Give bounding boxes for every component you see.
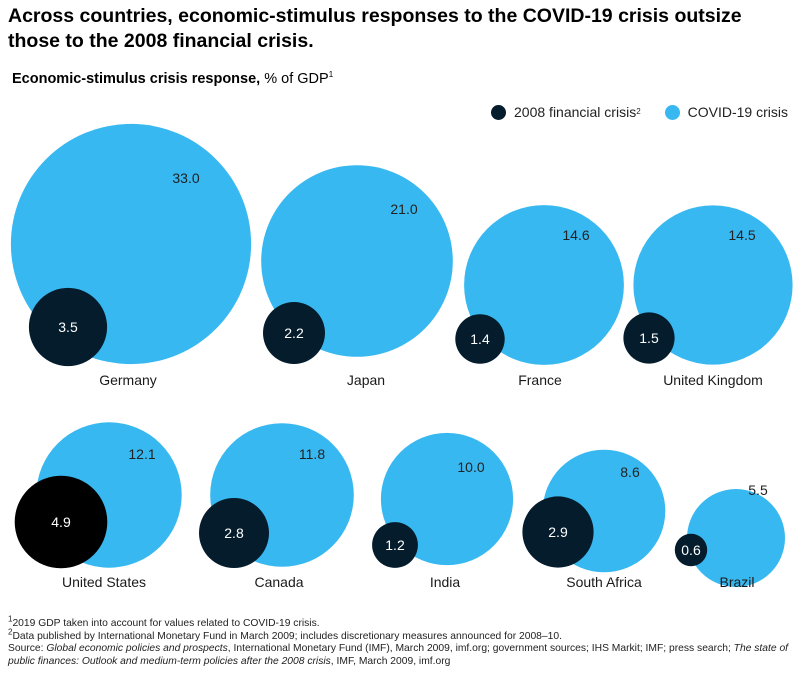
financial-bubble-south-africa xyxy=(522,496,594,568)
category-label-canada: Canada xyxy=(254,574,303,590)
financial-bubble-japan xyxy=(263,302,325,364)
footnote-1: 12019 GDP taken into account for values … xyxy=(8,614,320,629)
subtitle-footnote-ref: 1 xyxy=(328,70,334,80)
covid-value-label-united-kingdom: 14.5 xyxy=(728,227,755,243)
financial-value-label-france: 1.4 xyxy=(470,331,490,347)
covid-value-label-canada: 11.8 xyxy=(299,446,325,462)
category-label-united-states: United States xyxy=(62,574,146,590)
financial-value-label-united-kingdom: 1.5 xyxy=(639,330,659,346)
covid-bubble-brazil xyxy=(687,489,785,587)
financial-bubble-united-states xyxy=(14,475,108,569)
category-label-united-kingdom: United Kingdom xyxy=(663,372,763,388)
financial-value-label-germany: 3.5 xyxy=(58,319,78,335)
covid-value-label-brazil: 5.5 xyxy=(748,482,768,498)
legend-label-financial: 2008 financial crisis xyxy=(514,104,637,120)
financial-bubble-india xyxy=(372,522,418,568)
financial-bubble-canada xyxy=(199,498,269,568)
financial-value-label-brazil: 0.6 xyxy=(681,542,701,558)
category-label-south-africa: South Africa xyxy=(566,574,642,590)
financial-value-label-united-states: 4.9 xyxy=(51,514,71,530)
covid-value-label-south-africa: 8.6 xyxy=(620,464,640,480)
financial-value-label-japan: 2.2 xyxy=(284,325,304,341)
covid-value-label-united-states: 12.1 xyxy=(128,446,155,462)
source-note: Source: Global economic policies and pro… xyxy=(8,643,789,667)
category-label-japan: Japan xyxy=(347,372,385,388)
covid-bubble-united-kingdom xyxy=(633,205,793,365)
financial-value-label-canada: 2.8 xyxy=(224,525,244,541)
covid-value-label-germany: 33.0 xyxy=(172,170,199,186)
legend-item-covid: COVID-19 crisis xyxy=(664,104,788,120)
legend-label-covid: COVID-19 crisis xyxy=(687,104,788,120)
footnote-2: 2Data published by International Monetar… xyxy=(8,627,562,642)
category-label-brazil: Brazil xyxy=(719,574,754,590)
financial-bubble-brazil xyxy=(674,533,708,567)
legend-swatch-financial xyxy=(491,104,507,120)
category-label-france: France xyxy=(518,372,562,388)
legend: 2008 financial crisis 2 COVID-19 crisis xyxy=(467,104,788,120)
subtitle-bold: Economic-stimulus crisis response, xyxy=(12,71,261,87)
covid-bubble-india xyxy=(380,432,514,566)
category-label-germany: Germany xyxy=(99,372,157,388)
chart-subtitle: Economic-stimulus crisis response, % of … xyxy=(12,71,333,87)
covid-value-label-india: 10.0 xyxy=(457,459,484,475)
financial-value-label-south-africa: 2.9 xyxy=(548,524,568,540)
covid-value-label-japan: 21.0 xyxy=(390,201,417,217)
legend-swatch-covid xyxy=(664,104,680,120)
financial-bubble-germany xyxy=(28,287,108,367)
financial-bubble-france xyxy=(455,314,505,364)
subtitle-unit: % of GDP xyxy=(260,71,329,87)
financial-bubble-united-kingdom xyxy=(623,312,675,364)
covid-value-label-france: 14.6 xyxy=(562,227,589,243)
category-label-india: India xyxy=(430,574,461,590)
covid-bubble-france xyxy=(464,205,624,365)
legend-item-financial: 2008 financial crisis 2 xyxy=(491,104,641,120)
footnotes: 12019 GDP taken into account for values … xyxy=(8,614,793,668)
financial-value-label-india: 1.2 xyxy=(385,537,405,553)
chart-title: Across countries, economic-stimulus resp… xyxy=(8,5,742,52)
